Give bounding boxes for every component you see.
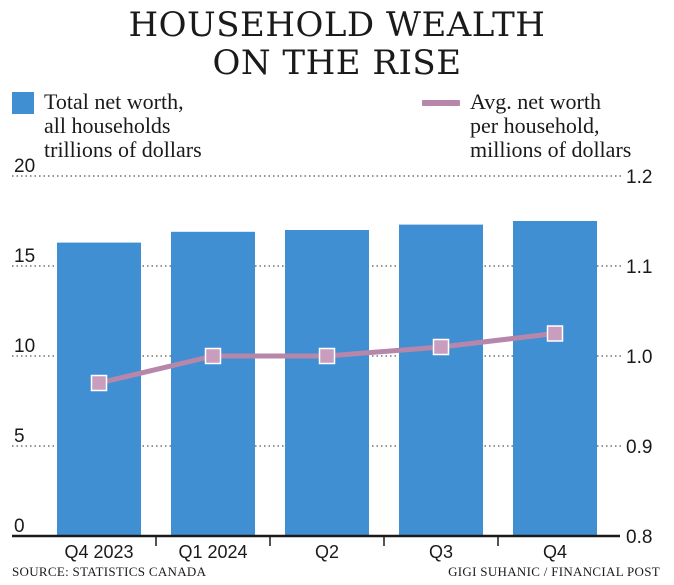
y-right-tick-label: 1.2 [626,167,652,188]
legend-bar-swatch [12,92,34,114]
legend-bar-label: Total net worth, all households trillion… [44,90,202,162]
x-tick-label: Q1 2024 [178,542,247,562]
y-right-tick-label: 1.0 [626,347,652,368]
y-left-tick-label: 5 [14,426,25,447]
title-line-1: HOUSEHOLD WEALTH [128,5,546,45]
legend-bar: Total net worth, all households trillion… [12,90,202,162]
title-line-2: ON THE RISE [212,43,462,83]
source-note: SOURCE: STATISTICS CANADA [12,564,207,579]
line-point [204,347,222,365]
legend-line-swatch [422,100,460,106]
y-left-tick-label: 15 [14,246,35,267]
line-point [318,347,336,365]
chart-title: HOUSEHOLD WEALTH ON THE RISE [0,6,674,82]
y-left-tick-label: 0 [14,516,25,537]
y-left-tick-label: 10 [14,336,35,357]
legend-bar-line-1: Total net worth, [44,89,184,114]
legend-line-line-2: per household, [470,113,600,138]
legend-line-label: Avg. net worth per household, millions o… [470,90,631,162]
x-tick-label: Q4 2023 [64,542,133,562]
legend-line-line-3: millions of dollars [470,137,632,162]
legend-line-line-1: Avg. net worth [470,89,601,114]
x-tick-label: Q3 [429,542,453,562]
bar [285,230,369,536]
bar [513,221,597,536]
line-point [432,338,450,356]
x-tick-label: Q2 [315,542,339,562]
legend-line: Avg. net worth per household, millions o… [422,90,631,162]
bar [171,231,255,537]
y-right-tick-label: 1.1 [626,257,652,278]
credit-note: GIGI SUHANIC / FINANCIAL POST [448,564,660,579]
legend-bar-line-3: trillions of dollars [44,137,202,162]
y-left-tick-label: 20 [14,156,35,177]
line-point [90,374,108,392]
y-right-tick-label: 0.8 [626,527,652,548]
bar [399,224,483,536]
x-tick-label: Q4 [543,542,567,562]
line-point [546,325,564,342]
y-right-tick-label: 0.9 [626,437,652,458]
legend-bar-line-2: all households [44,113,171,138]
